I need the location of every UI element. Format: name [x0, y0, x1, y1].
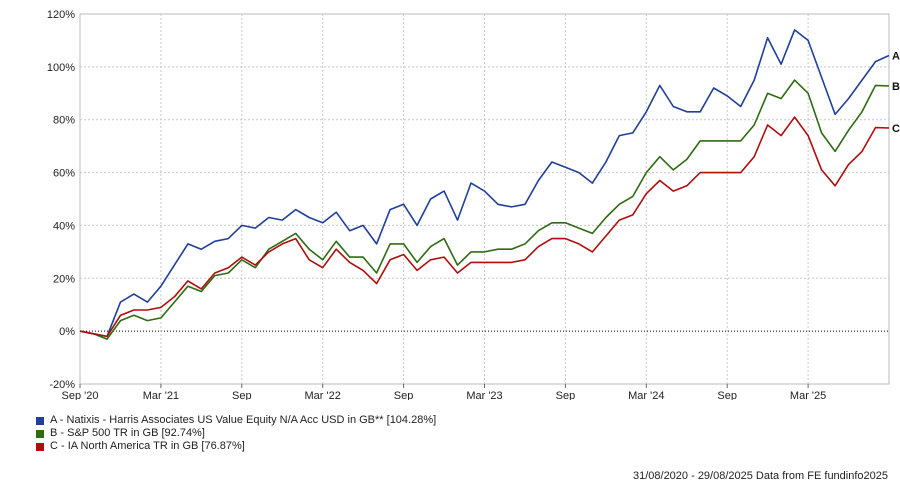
x-tick-label: Mar '23: [466, 390, 502, 400]
legend-item-c: C - IA North America TR in GB [76.87%]: [36, 440, 436, 453]
y-tick-label: 0%: [59, 326, 75, 338]
x-tick-label: Mar '24: [628, 390, 664, 400]
legend-label-c: C - IA North America TR in GB [76.87%]: [50, 440, 245, 452]
x-tick-label: Mar '22: [305, 390, 341, 400]
x-tick-label: Sep: [232, 390, 252, 400]
legend-swatch-c: [36, 442, 44, 451]
x-tick-label: Sep '20: [62, 390, 99, 400]
series-line-b: [79, 79, 890, 340]
end-label-a: A: [892, 51, 900, 63]
series-line-a: [79, 29, 890, 338]
series-lines: [79, 29, 890, 340]
line-chart: -20% 0% 20% 40% 60% 80% 100% 120% Sep '20 Mar '21…: [47, 9, 900, 400]
legend-item-a: A - Natixis - Harris Associates US Value…: [36, 414, 436, 427]
x-tick-label: Sep: [717, 390, 737, 400]
y-tick-label: -20%: [49, 379, 75, 391]
series-line-c: [79, 116, 890, 338]
y-tick-label: 80%: [53, 115, 75, 127]
legend-label-b: B - S&P 500 TR in GB [92.74%]: [50, 427, 205, 439]
y-tick-label: 120%: [47, 9, 75, 21]
end-label-b: B: [892, 81, 900, 93]
y-tick-label: 20%: [53, 273, 75, 285]
x-tick-label: Sep: [394, 390, 414, 400]
x-tick-label: Mar '25: [790, 390, 826, 400]
legend-swatch-a: [36, 416, 44, 425]
legend: A - Natixis - Harris Associates US Value…: [36, 414, 436, 453]
legend-label-a: A - Natixis - Harris Associates US Value…: [50, 414, 437, 426]
end-label-c: C: [892, 123, 900, 135]
legend-swatch-b: [36, 429, 44, 438]
axes: -20% 0% 20% 40% 60% 80% 100% 120% Sep '20 Mar '21…: [47, 9, 826, 400]
y-tick-label: 60%: [53, 168, 75, 180]
legend-item-b: B - S&P 500 TR in GB [92.74%]: [36, 427, 436, 440]
footer-date-range: 31/08/2020 - 29/08/2025 Data from FE fun…: [632, 470, 888, 482]
y-tick-label: 40%: [53, 220, 75, 232]
end-labels: A B C: [892, 51, 900, 135]
y-tick-label: 100%: [47, 62, 75, 74]
x-tick-label: Sep: [556, 390, 576, 400]
x-tick-label: Mar '21: [143, 390, 179, 400]
grid: [79, 13, 890, 385]
